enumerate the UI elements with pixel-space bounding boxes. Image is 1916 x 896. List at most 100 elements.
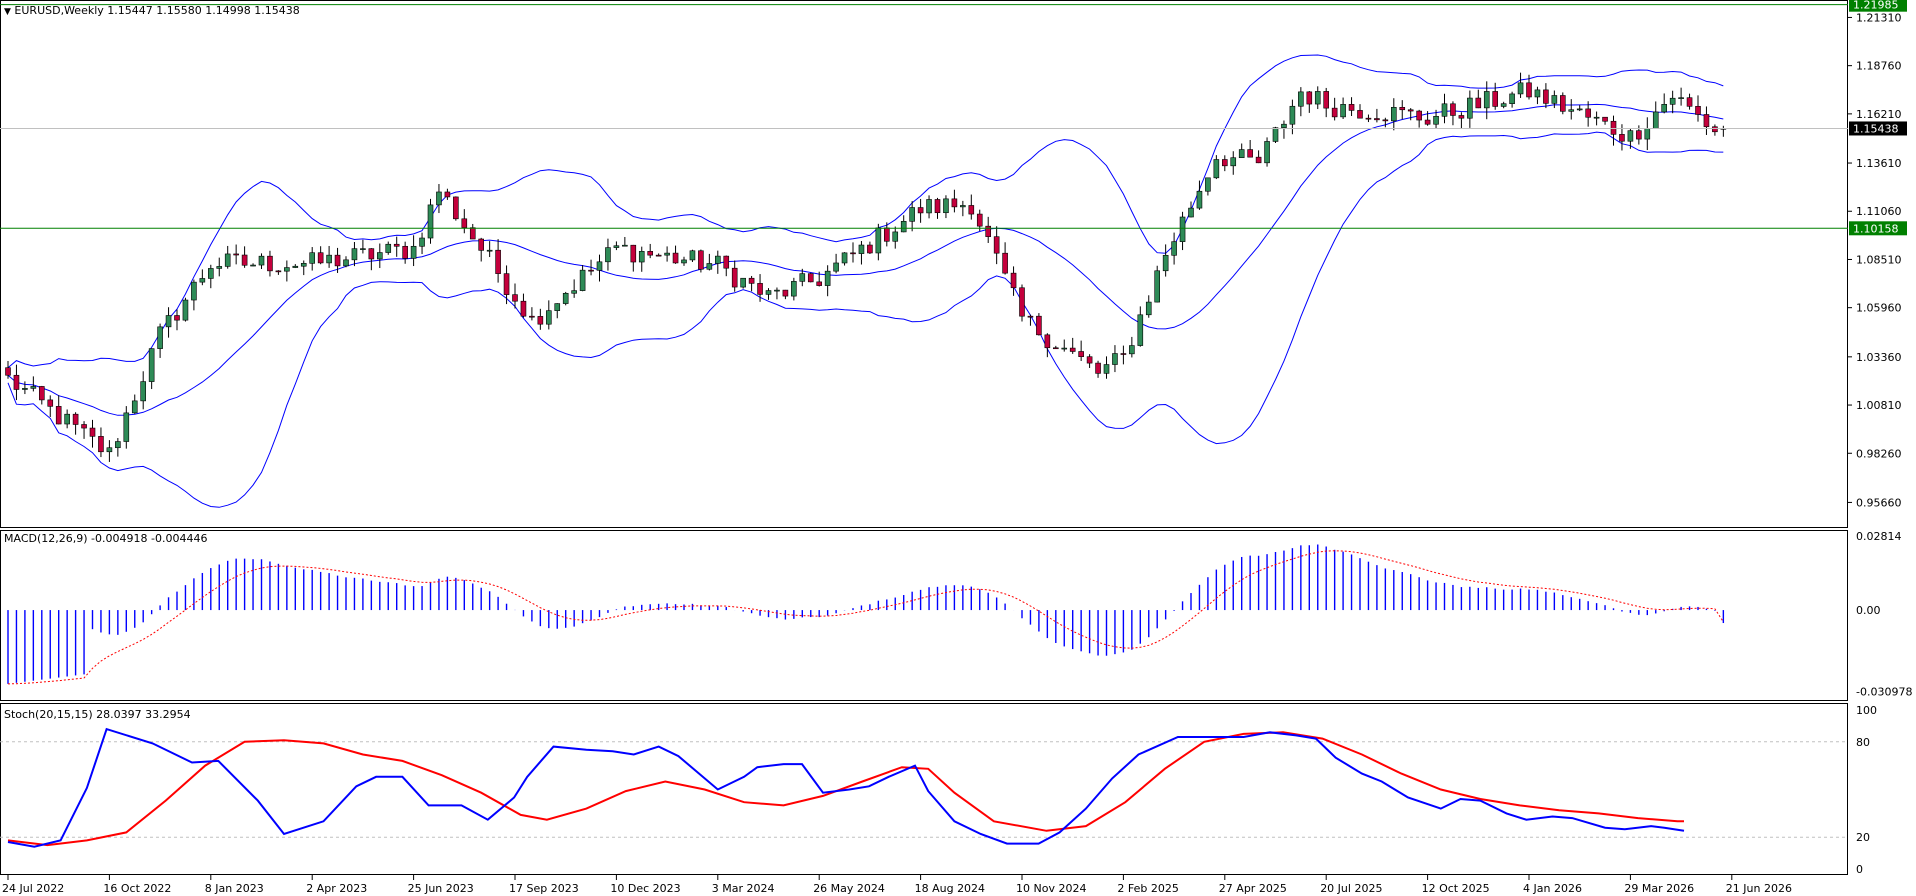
candle bbox=[791, 277, 797, 301]
candle-body bbox=[38, 386, 45, 401]
candle bbox=[503, 265, 510, 305]
candle-body bbox=[1593, 116, 1600, 119]
candle-body bbox=[1095, 362, 1101, 374]
candle-body bbox=[1137, 314, 1144, 346]
bollinger-middle bbox=[7, 103, 1724, 416]
candle-body bbox=[115, 441, 121, 449]
candle-body bbox=[1695, 106, 1701, 115]
candle bbox=[951, 189, 958, 213]
candle bbox=[723, 255, 730, 277]
candle bbox=[698, 249, 704, 273]
candle bbox=[1222, 155, 1228, 172]
candle bbox=[1095, 360, 1101, 378]
candle bbox=[740, 277, 746, 289]
candle bbox=[1264, 137, 1270, 167]
candle bbox=[1306, 91, 1313, 113]
candle bbox=[343, 256, 349, 268]
candle-body bbox=[98, 436, 104, 453]
candle-body bbox=[765, 290, 772, 295]
candle bbox=[757, 274, 763, 302]
candle-body bbox=[208, 268, 214, 279]
macd-title: MACD(12,26,9) -0.004918 -0.004446 bbox=[4, 532, 208, 545]
candle bbox=[106, 440, 113, 462]
time-tick-label: 18 Aug 2024 bbox=[915, 882, 985, 895]
candle bbox=[1712, 124, 1718, 136]
candle bbox=[1450, 101, 1456, 126]
candle-body bbox=[892, 231, 899, 242]
candle bbox=[1467, 90, 1473, 128]
candle-body bbox=[672, 252, 679, 264]
candle bbox=[554, 303, 561, 319]
candle bbox=[875, 223, 882, 261]
triangle-down-icon[interactable]: ▼ bbox=[4, 7, 11, 17]
candle bbox=[1053, 345, 1059, 350]
candle bbox=[1213, 155, 1220, 180]
candle bbox=[13, 364, 20, 401]
symbol-title: ▼ EURUSD,Weekly 1.15447 1.15580 1.14998 … bbox=[4, 4, 300, 17]
candle-body bbox=[1019, 287, 1025, 317]
candle-body bbox=[1061, 347, 1068, 350]
candle bbox=[351, 241, 358, 267]
candle-body bbox=[216, 266, 223, 269]
candle bbox=[545, 300, 552, 330]
candle bbox=[1703, 106, 1710, 135]
time-tick-label: 12 Oct 2025 bbox=[1422, 882, 1490, 895]
candle bbox=[1044, 333, 1051, 358]
candle-body bbox=[1323, 91, 1329, 109]
candle-body bbox=[1568, 109, 1575, 112]
candle bbox=[993, 226, 1000, 265]
candle-body bbox=[1044, 334, 1051, 349]
candle bbox=[689, 249, 696, 262]
candle-body bbox=[148, 348, 155, 382]
time-tick-label: 16 Oct 2022 bbox=[103, 882, 171, 895]
candle-body bbox=[605, 247, 611, 263]
candle-body bbox=[647, 251, 654, 256]
candle-body bbox=[1348, 104, 1355, 111]
candle-body bbox=[1686, 97, 1693, 107]
stoch-tick-label: 0 bbox=[1856, 863, 1863, 876]
candle bbox=[47, 395, 54, 417]
time-tick-label: 3 Mar 2024 bbox=[712, 882, 775, 895]
candle bbox=[115, 438, 121, 457]
candle-body bbox=[850, 252, 856, 255]
candle bbox=[22, 381, 28, 395]
candle bbox=[1272, 126, 1279, 144]
candle bbox=[1281, 120, 1287, 139]
candle-body bbox=[376, 252, 383, 260]
candle-body bbox=[638, 251, 645, 263]
candle-body bbox=[841, 252, 848, 264]
candle-body bbox=[13, 374, 20, 390]
candle-body bbox=[909, 207, 915, 222]
candle-body bbox=[284, 267, 290, 272]
candle bbox=[917, 198, 924, 223]
candle-body bbox=[1230, 157, 1237, 167]
candle-body bbox=[1619, 134, 1625, 142]
candle bbox=[909, 201, 915, 232]
candle-body bbox=[393, 243, 400, 247]
candle bbox=[30, 376, 37, 392]
candle bbox=[1365, 114, 1372, 123]
candle-body bbox=[1154, 270, 1160, 303]
candle bbox=[1120, 345, 1127, 365]
candle bbox=[81, 421, 87, 439]
candle bbox=[816, 271, 823, 287]
candle-body bbox=[571, 290, 577, 294]
candle bbox=[1314, 86, 1321, 110]
candle bbox=[123, 406, 130, 449]
candle-body bbox=[529, 315, 535, 318]
candle bbox=[1517, 72, 1524, 98]
horizontal-lines[interactable]: 1.21985 1.10158 1.15438 bbox=[0, 0, 1907, 236]
stoch-tick-label: 100 bbox=[1856, 704, 1877, 717]
candle-body bbox=[1399, 107, 1406, 111]
candle-body bbox=[368, 248, 375, 260]
candle-body bbox=[1036, 315, 1042, 336]
candle bbox=[968, 194, 975, 220]
candle-body bbox=[655, 254, 662, 257]
candle-body bbox=[1678, 97, 1684, 99]
candle bbox=[1027, 314, 1034, 326]
candle bbox=[638, 246, 645, 272]
candle bbox=[706, 253, 713, 271]
candle-body bbox=[81, 424, 87, 429]
candle bbox=[1357, 104, 1363, 119]
